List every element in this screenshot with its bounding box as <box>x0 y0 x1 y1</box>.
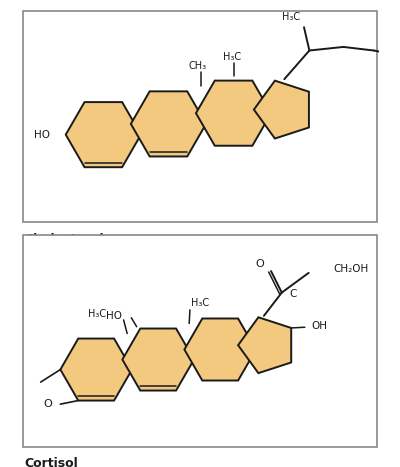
Text: H₃C: H₃C <box>282 12 300 21</box>
Polygon shape <box>66 102 141 167</box>
Text: H₃C: H₃C <box>88 309 106 319</box>
Text: C: C <box>289 290 296 299</box>
Polygon shape <box>254 81 309 139</box>
Text: H₃C: H₃C <box>223 52 241 62</box>
FancyBboxPatch shape <box>23 11 377 222</box>
Text: HO: HO <box>106 311 122 321</box>
Text: HO: HO <box>34 130 50 140</box>
Polygon shape <box>131 92 206 156</box>
Polygon shape <box>60 339 132 401</box>
Text: Cortisol: Cortisol <box>24 457 78 467</box>
Polygon shape <box>184 318 256 381</box>
FancyBboxPatch shape <box>23 235 377 446</box>
Polygon shape <box>196 81 271 146</box>
Text: Cholesterol: Cholesterol <box>24 233 104 246</box>
Polygon shape <box>238 317 291 373</box>
Text: CH₃: CH₃ <box>188 61 206 71</box>
Text: O: O <box>255 259 264 269</box>
Text: CH₂OH: CH₂OH <box>334 264 369 274</box>
Text: H₃C: H₃C <box>191 298 209 308</box>
Text: OH: OH <box>311 321 327 331</box>
Polygon shape <box>122 328 194 390</box>
Text: O: O <box>44 399 52 409</box>
